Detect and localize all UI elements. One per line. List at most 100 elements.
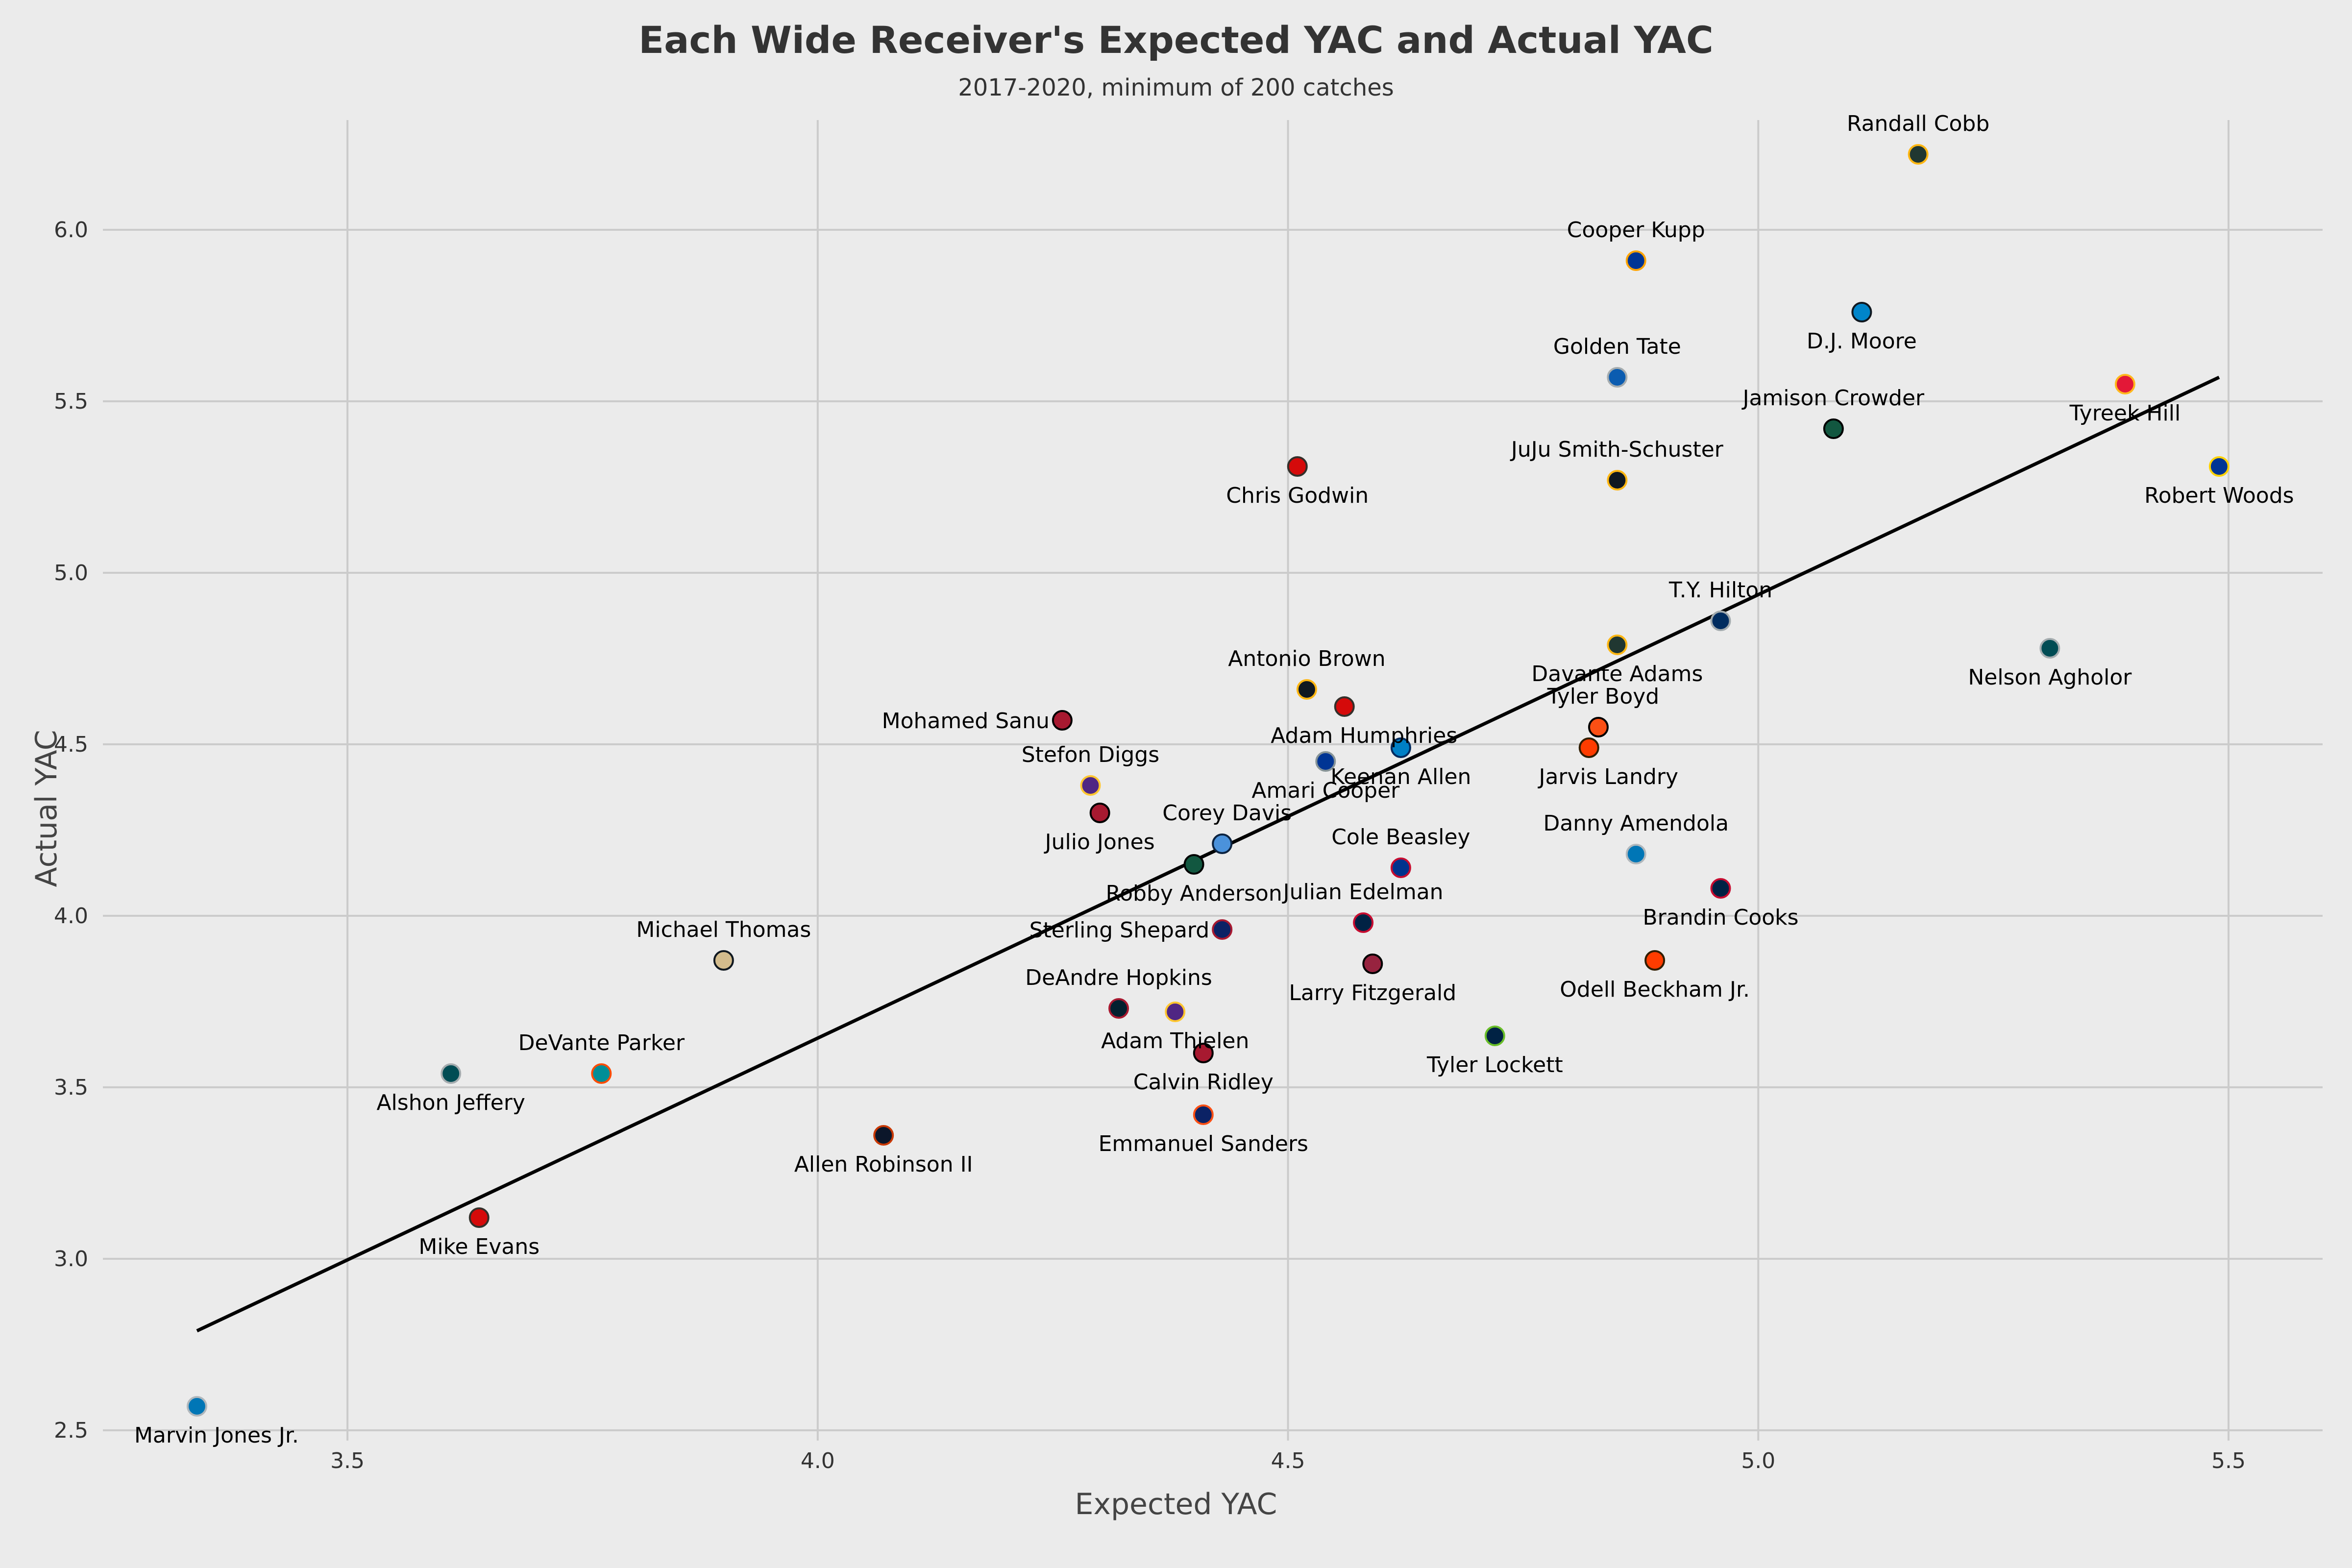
label-cooper-kupp: Cooper Kupp [1567, 218, 1705, 243]
point-antonio-brown [1296, 679, 1317, 700]
point-adam-thielen [1165, 1002, 1186, 1022]
x-tick-labels: 3.5 4.0 4.5 5.0 5.5 [330, 1448, 2246, 1473]
label-juju-smith-schuster: JuJu Smith-Schuster [1510, 437, 1724, 462]
point-michael-thomas [713, 950, 734, 971]
point-golden-tate [1607, 367, 1628, 388]
y-tick-label: 6.0 [54, 218, 88, 243]
point-adam-humphries [1334, 696, 1355, 717]
point-larry-fitzgerald [1362, 954, 1383, 974]
point-stefon-diggs [1080, 775, 1101, 796]
point-nelson-agholor [2039, 638, 2060, 659]
point-alshon-jeffery [441, 1063, 462, 1084]
point-cooper-kupp [1625, 250, 1646, 271]
trendline-layer [196, 375, 2220, 1333]
label-devante-parker: DeVante Parker [518, 1030, 685, 1055]
data-points [186, 144, 2230, 1417]
point-jarvis-landry [1578, 737, 1599, 758]
point-labels: Randall Cobb Cooper Kupp D.J. Moore Golden … [134, 111, 2294, 1448]
y-tick-labels: 2.5 3.0 3.5 4.0 4.5 5.0 5.5 6.0 [54, 218, 88, 1443]
label-cole-beasley: Cole Beasley [1331, 825, 1470, 850]
label-t-y-hilton: T.Y. Hilton [1668, 578, 1772, 603]
label-mike-evans: Mike Evans [418, 1234, 539, 1259]
point-tyreek-hill [2114, 374, 2135, 394]
label-stefon-diggs: Stefon Diggs [1022, 742, 1159, 767]
label-golden-tate: Golden Tate [1553, 334, 1681, 359]
label-michael-thomas: Michael Thomas [636, 917, 811, 942]
label-deandre-hopkins: DeAndre Hopkins [1025, 965, 1212, 990]
x-tick-label: 4.0 [801, 1448, 835, 1473]
x-tick-label: 3.5 [330, 1448, 365, 1473]
point-t-y-hilton [1710, 611, 1731, 631]
label-corey-davis: Corey Davis [1162, 801, 1292, 826]
trendline [196, 375, 2220, 1333]
label-emmanuel-sanders: Emmanuel Sanders [1099, 1131, 1308, 1156]
label-alshon-jeffery: Alshon Jeffery [376, 1090, 525, 1115]
point-julian-edelman [1353, 912, 1374, 933]
point-keenan-allen [1390, 737, 1411, 758]
label-jamison-crowder: Jamison Crowder [1741, 386, 1925, 411]
point-chris-godwin [1287, 456, 1308, 477]
y-gridlines [103, 229, 2323, 1431]
x-tick-label: 4.5 [1271, 1448, 1305, 1473]
label-allen-robinson-ii: Allen Robinson II [794, 1152, 973, 1177]
point-marvin-jones-jr [186, 1396, 207, 1417]
point-tyler-boyd [1588, 717, 1609, 737]
point-jamison-crowder [1823, 418, 1844, 439]
label-robby-anderson: Robby Anderson [1106, 881, 1282, 906]
point-mike-evans [468, 1207, 490, 1228]
point-calvin-ridley [1193, 1043, 1214, 1063]
point-robert-woods [2208, 456, 2230, 477]
point-tyler-lockett [1484, 1026, 1505, 1046]
point-sterling-shepard [1212, 919, 1233, 940]
y-tick-label: 4.0 [54, 904, 88, 929]
point-emmanuel-sanders [1193, 1104, 1214, 1125]
label-adam-humphries: Adam Humphries [1271, 723, 1457, 748]
label-d-j-moore: D.J. Moore [1807, 329, 1917, 354]
label-jarvis-landry: Jarvis Landry [1537, 764, 1678, 789]
label-tyler-boyd: Tyler Boyd [1547, 684, 1660, 709]
label-randall-cobb: Randall Cobb [1847, 111, 1989, 136]
x-tick-label: 5.5 [2211, 1448, 2246, 1473]
label-keenan-allen: Keenan Allen [1330, 764, 1471, 789]
y-tick-label: 5.0 [54, 561, 88, 586]
y-tick-label: 3.0 [54, 1247, 88, 1272]
label-robert-woods: Robert Woods [2144, 483, 2294, 508]
x-tick-label: 5.0 [1741, 1448, 1775, 1473]
label-adam-thielen: Adam Thielen [1101, 1029, 1249, 1054]
label-larry-fitzgerald: Larry Fitzgerald [1289, 980, 1456, 1005]
point-amari-cooper [1315, 751, 1336, 772]
point-davante-adams [1607, 635, 1628, 655]
point-corey-davis [1212, 833, 1233, 854]
label-amari-cooper: Amari Cooper [1251, 778, 1400, 803]
point-juju-smith-schuster [1607, 470, 1628, 490]
label-davante-adams: Davante Adams [1531, 662, 1703, 686]
label-julio-jones: Julio Jones [1044, 830, 1155, 855]
label-sterling-shepard: Sterling Shepard [1029, 918, 1210, 943]
label-tyler-lockett: Tyler Lockett [1426, 1053, 1563, 1078]
label-odell-beckham-jr: Odell Beckham Jr. [1560, 977, 1750, 1002]
x-gridlines [346, 120, 2230, 1441]
point-d-j-moore [1851, 302, 1872, 322]
point-randall-cobb [1908, 144, 1929, 165]
label-chris-godwin: Chris Godwin [1226, 483, 1369, 508]
y-axis-label: Actual YAC [29, 730, 64, 887]
point-devante-parker [591, 1063, 612, 1084]
label-tyreek-hill: Tyreek Hill [2069, 401, 2181, 426]
point-mohamed-sanu [1052, 710, 1073, 731]
label-antonio-brown: Antonio Brown [1228, 646, 1385, 671]
y-tick-label: 2.5 [54, 1418, 88, 1443]
label-brandin-cooks: Brandin Cooks [1642, 905, 1798, 930]
y-tick-label: 3.5 [54, 1075, 88, 1100]
x-axis-label: Expected YAC [1075, 1487, 1277, 1521]
chart-title: Each Wide Receiver's Expected YAC and Ac… [638, 18, 1714, 62]
y-tick-label: 4.5 [54, 732, 88, 757]
point-allen-robinson-ii [873, 1125, 894, 1146]
point-odell-beckham-jr [1644, 950, 1666, 971]
chart-subtitle: 2017-2020, minimum of 200 catches [958, 74, 1394, 101]
y-tick-label: 5.5 [54, 389, 88, 414]
point-danny-amendola [1625, 844, 1646, 864]
point-julio-jones [1089, 803, 1110, 823]
point-robby-anderson [1183, 854, 1204, 875]
